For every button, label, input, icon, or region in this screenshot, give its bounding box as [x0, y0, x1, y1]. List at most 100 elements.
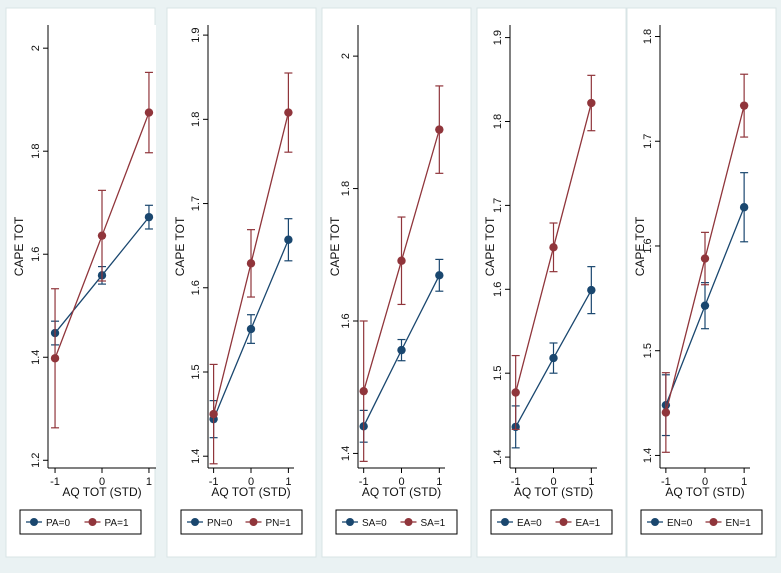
data-point [50, 354, 60, 363]
legend-swatch-marker [709, 518, 718, 526]
x-axis-title: AQ TOT (STD) [514, 485, 593, 499]
y-tick-label: 1.5 [642, 343, 654, 358]
data-point [397, 256, 406, 265]
y-tick-label: 1.8 [492, 114, 504, 129]
legend-label: EA=1 [576, 518, 601, 529]
legend-swatch-marker [501, 518, 509, 526]
x-tick-label: 0 [550, 476, 556, 488]
y-tick-label: 1.7 [190, 196, 202, 211]
data-point [587, 98, 596, 108]
chart-panel-2: 1.4 1.5 1.6 1.7 1.8 1.9 -1 0 1 CAPE TOT AQ TOT (ST… [166, 7, 317, 558]
data-point [284, 108, 293, 117]
series-PN=1 [209, 72, 293, 465]
x-tick-label: -1 [661, 476, 671, 488]
y-tick-label: 1.9 [492, 30, 504, 45]
y-tick-label: 1.6 [492, 282, 504, 297]
legend-label: EA=0 [517, 518, 542, 529]
legend-swatch-marker [249, 518, 258, 526]
legend-swatch-marker [346, 518, 354, 526]
y-tick-label: 2 [340, 53, 352, 59]
y-axis-title: CAPE TOT [328, 216, 342, 276]
y-tick-label: 1.6 [340, 313, 352, 328]
data-point [397, 345, 406, 355]
data-point [549, 243, 558, 252]
legend-label: SA=1 [421, 518, 446, 529]
legend-swatch-marker [191, 518, 199, 526]
series-PA=1 [50, 71, 154, 429]
series-EN=1 [661, 73, 749, 453]
legend: SA=0 SA=1 [335, 509, 458, 535]
data-point [435, 125, 444, 134]
data-point [246, 324, 256, 334]
y-tick-label: 1.4 [642, 448, 654, 463]
series-SA=1 [359, 85, 444, 462]
y-axis-title: CAPE TOT [633, 216, 647, 276]
legend-label: PA=0 [46, 518, 70, 529]
data-point [246, 259, 256, 268]
x-tick-label: 0 [398, 476, 404, 488]
x-axis-title: AQ TOT (STD) [62, 485, 141, 499]
y-tick-label: 1.7 [492, 198, 504, 213]
x-tick-label: -1 [50, 476, 60, 488]
x-tick-label: 0 [702, 476, 708, 488]
series-SA=0 [359, 258, 444, 443]
data-point [700, 254, 710, 263]
x-tick-label: 1 [588, 476, 594, 488]
x-axis-title: AQ TOT (STD) [665, 485, 744, 499]
y-tick-label: 1.5 [492, 366, 504, 381]
data-point [209, 409, 218, 419]
x-axis-title: AQ TOT (STD) [362, 485, 441, 499]
x-tick-label: 0 [99, 476, 105, 488]
y-tick-label: 1.6 [190, 280, 202, 295]
data-point [284, 235, 293, 244]
legend-label: SA=0 [362, 518, 387, 529]
x-tick-label: 1 [146, 476, 152, 488]
data-point [587, 285, 596, 295]
x-axis-title: AQ TOT (STD) [211, 485, 290, 499]
chart-panel-4: 1.4 1.5 1.6 1.7 1.8 1.9 -1 0 1 CAPE TOT AQ TOT (ST… [476, 7, 627, 558]
legend: EN=0 EN=1 [640, 509, 763, 535]
series-EA=1 [511, 74, 596, 431]
legend: PA=0 PA=1 [19, 509, 142, 535]
legend-swatch-marker [559, 518, 568, 526]
legend-swatch-marker [88, 518, 97, 526]
x-tick-label: 1 [285, 476, 291, 488]
legend: EA=0 EA=1 [490, 509, 613, 535]
x-tick-label: 1 [436, 476, 442, 488]
y-tick-label: 1.6 [642, 238, 654, 253]
legend-label: PN=1 [266, 518, 292, 529]
y-tick-label: 1.5 [190, 364, 202, 379]
x-tick-label: -1 [359, 476, 369, 488]
y-tick-label: 1.4 [30, 350, 42, 365]
y-axis-title: CAPE TOT [483, 216, 497, 276]
data-point [549, 353, 558, 363]
chart-panel-5: 1.4 1.5 1.6 1.7 1.8 -1 0 1 CAPE TOT AQ TOT (STD) E… [626, 7, 777, 558]
x-tick-label: 0 [248, 476, 254, 488]
legend-swatch-marker [30, 518, 38, 526]
y-tick-label: 1.4 [492, 449, 504, 464]
y-axis-title: CAPE TOT [173, 216, 187, 276]
y-tick-label: 1.7 [642, 134, 654, 149]
legend-label: PA=1 [105, 518, 129, 529]
data-point [739, 203, 749, 212]
x-tick-label: 1 [741, 476, 747, 488]
data-point [661, 408, 671, 417]
data-point [511, 388, 520, 397]
y-tick-label: 1.2 [30, 453, 42, 468]
legend-label: EN=1 [726, 518, 752, 529]
y-tick-label: 1.4 [340, 446, 352, 461]
y-tick-label: 1.4 [190, 449, 202, 464]
y-tick-label: 1.9 [190, 27, 202, 42]
chart-panel-1: 1.2 1.4 1.6 1.8 2 -1 0 1 CAPE TOT AQ TOT (STD) PA=… [5, 7, 156, 558]
data-point [144, 108, 154, 117]
x-tick-label: -1 [209, 476, 219, 488]
legend-label: EN=0 [667, 518, 693, 529]
y-tick-label: 1.8 [190, 112, 202, 127]
y-tick-label: 1.8 [340, 181, 352, 196]
legend-swatch-marker [404, 518, 413, 526]
data-point [700, 301, 710, 310]
data-point [144, 212, 154, 222]
